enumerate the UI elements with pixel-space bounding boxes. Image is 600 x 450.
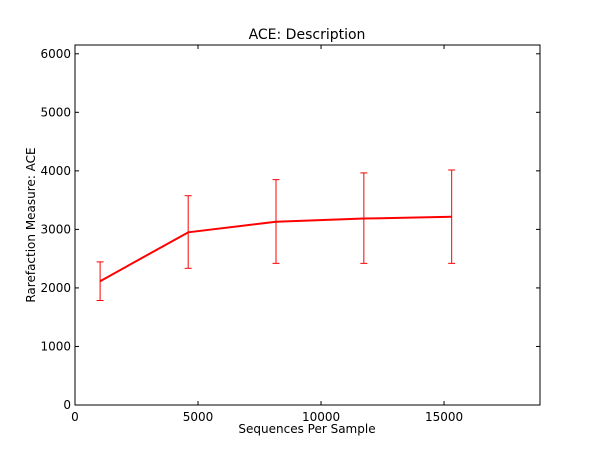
y-tick-label: 4000 bbox=[40, 164, 71, 178]
chart-title: ACE: Description bbox=[249, 27, 366, 43]
x-tick-label: 15000 bbox=[425, 410, 463, 424]
y-tick-label: 6000 bbox=[40, 47, 71, 61]
y-axis-label: Rarefaction Measure: ACE bbox=[24, 147, 38, 302]
error-bars bbox=[96, 169, 456, 302]
y-tick-label: 1000 bbox=[40, 339, 71, 353]
x-tick-label: 5000 bbox=[183, 410, 214, 424]
y-tick-label: 2000 bbox=[40, 281, 71, 295]
y-tick-label: 3000 bbox=[40, 222, 71, 236]
x-axis-label: Sequences Per Sample bbox=[238, 422, 375, 436]
error-bar bbox=[448, 169, 456, 264]
x-tick-label: 10000 bbox=[302, 410, 340, 424]
x-tick-label: 0 bbox=[71, 410, 79, 424]
y-tick-label: 0 bbox=[63, 398, 71, 412]
y-tick-label: 5000 bbox=[40, 105, 71, 119]
plot-area-frame bbox=[74, 44, 541, 406]
axis-ticks: 0 5000 10000 15000 0 1000 2000 3000 4000 5000 6000 bbox=[40, 45, 540, 424]
data-series bbox=[99, 215, 452, 283]
